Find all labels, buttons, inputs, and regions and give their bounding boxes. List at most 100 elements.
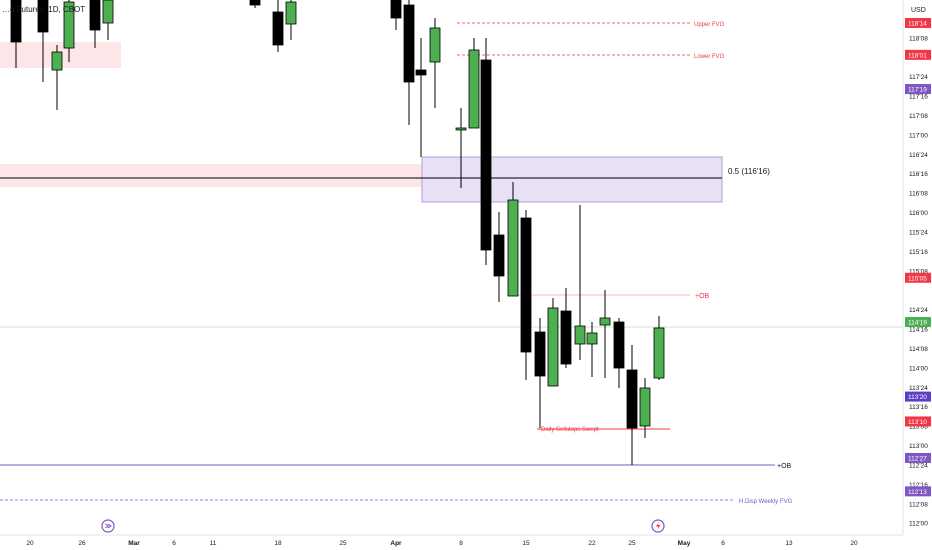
upper-fvg-label: Upper FVG [694, 22, 725, 28]
ob-lower-label: +OB [777, 463, 792, 470]
candle-body [89, 0, 101, 31]
fib-level-label: 0.5 (116'16) [728, 167, 770, 176]
price-badge [905, 486, 931, 497]
price-tick-label: 112'16 [909, 482, 928, 489]
lower-fvg-label: Lower FVG [694, 54, 725, 60]
candle-body [613, 321, 625, 369]
candle-body [390, 0, 402, 19]
price-tick-label: 112'08 [909, 501, 928, 508]
price-badge-label: 115'05 [908, 275, 927, 282]
candle-body [560, 310, 572, 365]
price-tick-label: 112'00 [909, 521, 928, 528]
candle-body [285, 1, 297, 25]
price-tick-label: 114'00 [909, 365, 928, 372]
levels-layer [0, 22, 903, 501]
price-badges-layer: 118'14 118'01 117'19 115'05 114'19 113'20 113'… [905, 18, 931, 497]
time-tick-label: 6 [172, 540, 176, 547]
price-badge [905, 317, 931, 328]
price-badge-label: 114'19 [908, 320, 927, 327]
price-badge [905, 391, 931, 402]
price-badge-label: 112'13 [908, 489, 927, 496]
price-badge-label: 118'14 [908, 21, 927, 28]
price-badge-label: 118'01 [908, 52, 927, 59]
ob-upper-label: +OB [695, 293, 710, 300]
candle-body [415, 69, 427, 76]
price-tick-label: 117'16 [909, 94, 928, 101]
candle-body [574, 325, 586, 345]
candle-body [547, 307, 559, 387]
time-tick-label: 11 [210, 540, 217, 547]
price-tick-label: 113'16 [909, 404, 928, 411]
time-tick-label: 20 [26, 540, 34, 547]
price-badge [905, 84, 931, 95]
price-tick-label: 115'16 [909, 249, 928, 256]
price-tick-label: 113'08 [909, 424, 928, 431]
price-tick-label: 112'24 [909, 462, 928, 469]
candle-body [468, 49, 480, 129]
price-badge [905, 452, 931, 463]
price-tick-label: 115'08 [909, 268, 928, 275]
candle-body [429, 27, 441, 63]
candles-layer [10, 0, 665, 465]
time-tick-label: 8 [459, 540, 463, 547]
price-badge [905, 272, 931, 283]
price-badge [905, 49, 931, 60]
annotation-labels-layer: Upper FVG Lower FVG 0.5 (116'16) +OB Daily S… [541, 22, 793, 505]
time-tick-label: 13 [785, 540, 793, 547]
candle-body [37, 0, 49, 33]
ob-zone-box [421, 156, 723, 203]
time-ticks-layer: 20 26 Mar 6 11 18 25 Apr 8 15 22 25 May 6 13 20 [26, 540, 858, 547]
candle-body [102, 0, 114, 24]
candle-body [534, 331, 546, 377]
candle-body [653, 327, 665, 379]
price-tick-label: 114'16 [909, 327, 928, 334]
sellstops-label: Daily Sellstops Swept [541, 427, 599, 433]
time-tick-label: 18 [274, 540, 282, 547]
price-tick-label: 117'24 [909, 74, 928, 81]
weekly-fvg-label: H.Disp Weekly FVG [739, 499, 793, 505]
currency-label: USD [911, 7, 926, 14]
symbol-title: …d Futures, 1D, CBOT [2, 5, 85, 14]
replay-icon[interactable] [101, 519, 115, 533]
price-tick-label: 116'16 [909, 171, 928, 178]
price-badge-label: 117'19 [908, 87, 927, 94]
candle-body [455, 127, 467, 131]
time-tick-label: 25 [339, 540, 347, 547]
time-tick-label: Mar [128, 540, 140, 547]
candle-body [51, 51, 63, 71]
time-tick-label: 22 [588, 540, 596, 547]
zones-layer [0, 42, 723, 203]
fvg-zone-mid [0, 164, 422, 187]
lightning-event-icon[interactable] [651, 519, 665, 533]
price-badge-label: 113'20 [908, 394, 927, 401]
price-ticks-layer: 118'08 117'24 117'16 117'08 117'00 116'24 116'… [909, 35, 928, 527]
candle-body [639, 387, 651, 427]
time-tick-label: 20 [850, 540, 858, 547]
price-tick-label: 116'08 [909, 191, 928, 198]
price-tick-label: 116'24 [909, 152, 928, 159]
time-tick-label: 25 [628, 540, 636, 547]
candle-body [507, 199, 519, 297]
price-badge-label: 113'10 [908, 419, 927, 426]
candle-body [403, 4, 415, 83]
candle-body [63, 1, 75, 49]
price-tick-label: 115'24 [909, 229, 928, 236]
price-badge [905, 416, 931, 427]
time-tick-label: 6 [721, 540, 725, 547]
price-tick-label: 114'24 [909, 307, 928, 314]
candle-body [520, 217, 532, 353]
candle-body [599, 317, 611, 326]
price-tick-label: 117'08 [909, 113, 928, 120]
time-tick-label: 26 [78, 540, 86, 547]
price-tick-label: 118'08 [909, 35, 928, 42]
candle-body [493, 234, 505, 277]
price-tick-label: 113'24 [909, 385, 928, 392]
candle-body [480, 59, 492, 251]
price-tick-label: 117'00 [909, 132, 928, 139]
price-tick-label: 114'08 [909, 346, 928, 353]
candle-body [626, 369, 638, 429]
price-badge [905, 18, 931, 28]
time-tick-label: 15 [522, 540, 530, 547]
candle-body [10, 0, 22, 43]
